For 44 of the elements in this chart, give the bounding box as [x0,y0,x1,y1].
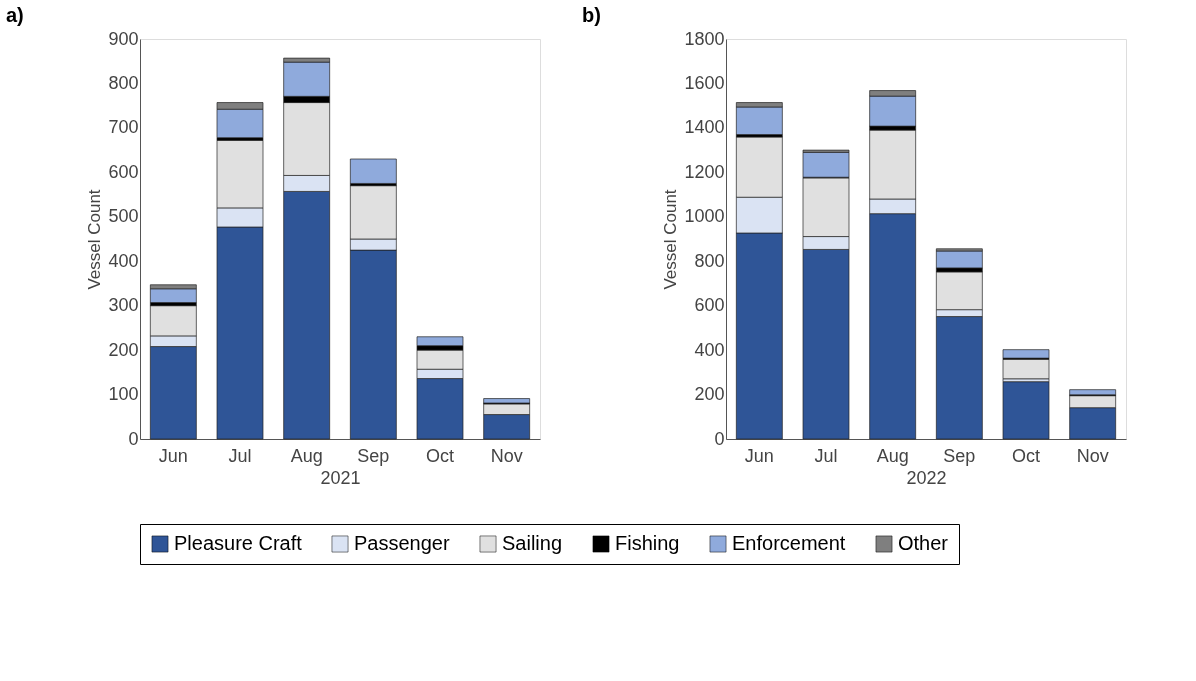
y-tick-label: 800 [694,250,725,271]
x-axis-title: 2022 [906,467,947,488]
legend-label: Passenger [354,532,450,554]
x-tick-label: Nov [490,445,523,466]
y-tick-label: 0 [128,428,139,449]
x-tick-label: Oct [425,445,455,466]
y-tick-label: 400 [694,339,725,360]
x-tick-label: Jul [228,445,252,466]
y-tick-label: 800 [108,72,139,93]
x-axis-title: 2021 [320,467,361,488]
x-tick-label: Jun [744,445,774,466]
y-tick-label: 300 [108,295,139,316]
legend-label: Fishing [615,532,680,554]
y-axis-title: Vessel Count [85,189,105,290]
chart-title: a) [5,4,24,26]
y-tick-label: 900 [108,28,139,49]
x-tick-label: Aug [290,445,323,466]
y-tick-label: 200 [108,339,139,360]
legend-label: Sailing [502,532,563,554]
x-tick-label: Sep [357,445,390,466]
y-tick-label: 0 [714,428,725,449]
legend-label: Pleasure Craft [174,532,303,554]
y-tick-label: 500 [108,206,139,227]
x-tick-label: Oct [1011,445,1041,466]
x-tick-label: Aug [876,445,909,466]
legend-label: Enforcement [732,532,846,554]
y-tick-label: 400 [108,250,139,271]
x-tick-label: Nov [1076,445,1109,466]
y-tick-label: 100 [108,384,139,405]
y-tick-label: 700 [108,117,139,138]
y-tick-label: 1200 [684,161,725,182]
y-tick-label: 600 [108,161,139,182]
chart-title: b) [581,4,601,26]
y-tick-label: 1400 [684,117,725,138]
x-tick-label: Sep [943,445,976,466]
y-tick-label: 1000 [684,206,725,227]
y-axis-title: Vessel Count [661,189,681,290]
y-tick-label: 1600 [684,72,725,93]
legend-label: Other [898,532,949,554]
y-tick-label: 1800 [684,28,725,49]
x-tick-label: Jun [158,445,188,466]
y-tick-label: 600 [694,295,725,316]
x-tick-label: Jul [814,445,838,466]
y-tick-label: 200 [694,384,725,405]
